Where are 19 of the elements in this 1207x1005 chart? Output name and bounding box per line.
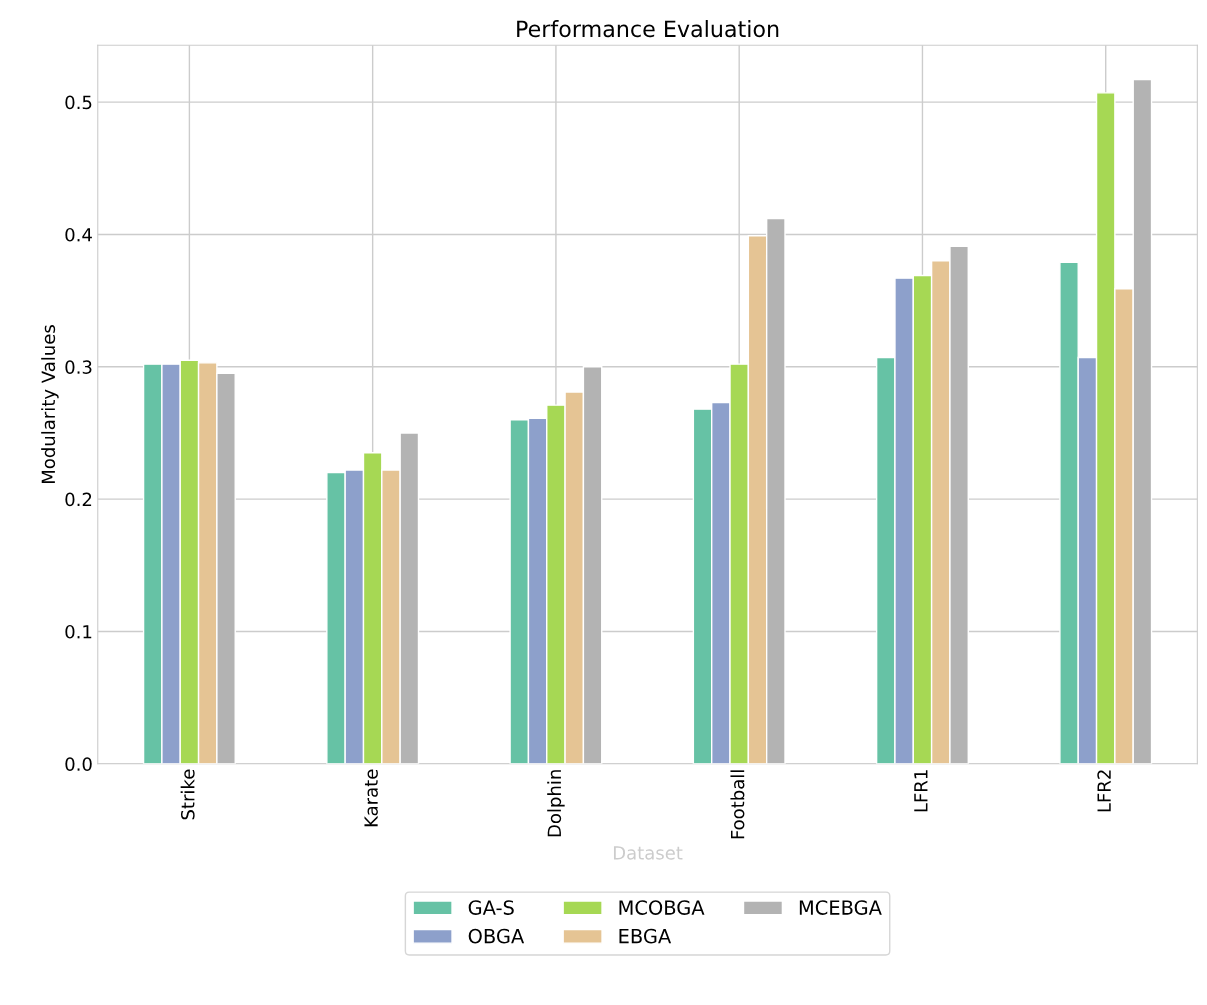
chart-title: Performance Evaluation (517, 20, 779, 38)
x-tick-label: LFR1 (914, 770, 928, 812)
y-tick-label: 0.4 (65, 227, 92, 242)
legend-label: EBGA (619, 928, 672, 944)
y-axis-title: Modularity Values (41, 325, 59, 484)
x-tick-label: Karate (364, 769, 378, 827)
y-tick-label: 0.0 (65, 757, 92, 771)
x-tick-label: Football (730, 770, 745, 839)
legend-label: OBGA (468, 928, 525, 944)
x-tick-label: Strike (180, 769, 195, 820)
legend-label: MCEBGA (799, 900, 882, 915)
y-tick-label: 0.2 (65, 492, 92, 507)
x-tick-label: LFR2 (1097, 770, 1111, 812)
x-tick-label: Dolphin (547, 770, 565, 837)
y-tick-label: 0.3 (65, 360, 92, 374)
legend-label: GA-S (468, 900, 514, 915)
legend-label: MCOBGA (619, 900, 705, 915)
y-tick-label: 0.5 (65, 95, 92, 110)
y-tick-label: 0.1 (65, 624, 92, 639)
